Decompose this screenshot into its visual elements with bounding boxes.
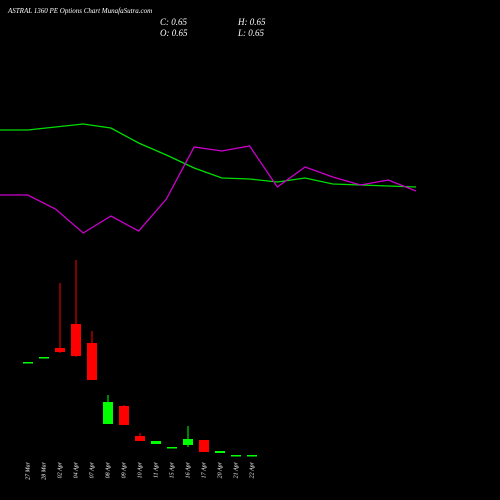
candle-body: [103, 402, 113, 424]
candle-body: [167, 447, 177, 449]
candle-body: [55, 348, 65, 352]
x-tick-label: 27 Mar: [25, 461, 31, 479]
x-tick-label: 15 Apr: [169, 461, 175, 478]
x-tick-label: 22 Apr: [249, 461, 255, 478]
x-tick-label: 08 Apr: [105, 461, 111, 478]
x-tick-label: 16 Apr: [185, 461, 191, 478]
ohlc-label: C: 0.65: [160, 17, 188, 27]
indicator-line: [0, 145, 417, 234]
x-tick-label: 28 Mar: [41, 461, 47, 479]
chart-title: ASTRAL 1360 PE Options Chart MunafaSutra…: [7, 7, 152, 15]
x-tick-label: 20 Apr: [217, 461, 223, 478]
x-tick-label: 11 Apr: [153, 461, 159, 478]
candle-body: [23, 362, 33, 364]
x-tick-label: 04 Apr: [72, 461, 79, 478]
candle-body: [135, 436, 145, 441]
candle-body: [183, 439, 193, 445]
candle-body: [215, 451, 225, 453]
indicator-line: [0, 123, 417, 188]
ohlc-label: H: 0.65: [237, 17, 266, 27]
candle-body: [71, 324, 81, 356]
candle-body: [151, 441, 161, 444]
x-tick-label: 07 Apr: [89, 461, 95, 478]
x-tick-label: 09 Apr: [121, 461, 127, 478]
candle-body: [199, 440, 209, 452]
candle-body: [87, 343, 97, 380]
x-tick-label: 02 Apr: [57, 461, 63, 478]
x-tick-label: 10 Apr: [137, 461, 143, 478]
x-tick-label: 21 Apr: [233, 461, 239, 478]
candle-body: [119, 406, 129, 425]
candle-body: [39, 357, 49, 359]
x-tick-label: 17 Apr: [201, 461, 207, 478]
candle-body: [231, 455, 241, 457]
candle-body: [247, 455, 257, 457]
ohlc-label: L: 0.65: [237, 28, 265, 38]
ohlc-label: O: 0.65: [160, 28, 188, 38]
